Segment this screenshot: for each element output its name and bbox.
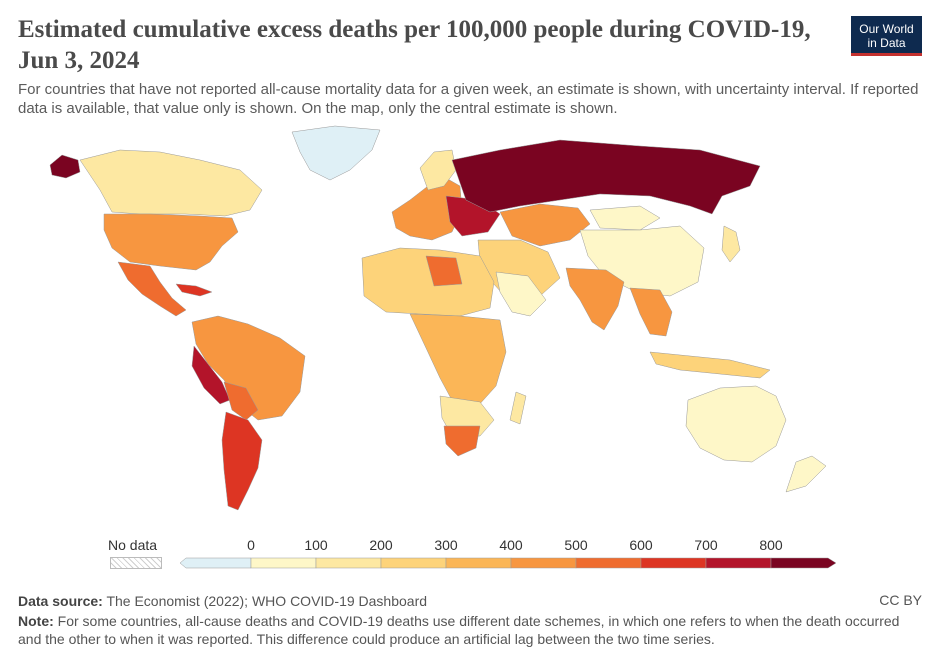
legend-tick-label: 700 [694, 537, 718, 553]
region-mongolia[interactable] [589, 205, 661, 231]
legend-segment-below-0[interactable] [180, 557, 252, 569]
region-russia[interactable] [451, 139, 761, 215]
region-central-asia[interactable] [499, 203, 591, 247]
region-madagascar[interactable] [509, 391, 527, 425]
owid-logo[interactable]: Our World in Data [851, 16, 922, 56]
region-indonesia[interactable] [649, 351, 771, 379]
region-arabia[interactable] [495, 271, 547, 317]
region-mexico[interactable] [117, 261, 187, 317]
note-text: For some countries, all-cause deaths and… [18, 613, 900, 647]
legend-tick-label: 600 [629, 537, 653, 553]
region-caribbean[interactable] [175, 283, 213, 297]
legend-segment-6[interactable] [575, 557, 642, 569]
chart-title: Estimated cumulative excess deaths per 1… [18, 16, 811, 74]
legend-no-data-swatch [110, 557, 162, 569]
region-bolivia[interactable] [223, 381, 259, 421]
legend-tick-label: 400 [499, 537, 523, 553]
legend-tick-label: 100 [304, 537, 328, 553]
region-south-africa[interactable] [443, 425, 481, 457]
region-india[interactable] [565, 267, 625, 331]
region-new-zealand[interactable] [785, 455, 827, 493]
legend-segment-1[interactable] [250, 557, 317, 569]
footer-note: Note: For some countries, all-cause deat… [18, 612, 923, 648]
license-label[interactable]: CC BY [879, 592, 922, 608]
region-alaska[interactable] [49, 154, 81, 179]
legend-segment-7[interactable] [640, 557, 707, 569]
legend-segment-2[interactable] [315, 557, 382, 569]
legend-segment-5[interactable] [510, 557, 577, 569]
legend-tick-label: 500 [564, 537, 588, 553]
region-southeast-asia[interactable] [629, 287, 673, 337]
legend-segment-9[interactable] [770, 557, 837, 569]
source-text: The Economist (2022); WHO COVID-19 Dashb… [106, 593, 428, 609]
region-greenland[interactable] [291, 125, 381, 181]
region-japan[interactable] [721, 225, 741, 263]
region-north-africa[interactable] [361, 247, 495, 317]
region-peru[interactable] [191, 345, 231, 405]
region-australia[interactable] [685, 385, 787, 463]
region-usa[interactable] [103, 213, 239, 271]
legend-tick-label: 800 [759, 537, 783, 553]
legend-no-data-label: No data [108, 537, 158, 553]
legend-segment-4[interactable] [445, 557, 512, 569]
legend-segment-8[interactable] [705, 557, 772, 569]
source-label: Data source: [18, 593, 103, 609]
logo-line-1: Our World [859, 22, 914, 36]
world-map [49, 125, 827, 511]
legend-tick-label: 0 [247, 537, 255, 553]
legend-segment-3[interactable] [380, 557, 447, 569]
chart-subtitle: For countries that have not reported all… [18, 81, 919, 117]
footer-source: Data source: The Economist (2022); WHO C… [18, 592, 427, 610]
region-libya[interactable] [425, 255, 463, 287]
logo-line-2: in Data [867, 36, 906, 50]
legend-color-bar [180, 557, 837, 569]
legend-tick-label: 300 [434, 537, 458, 553]
legend-tick-label: 200 [369, 537, 393, 553]
note-label: Note: [18, 613, 54, 629]
region-canada[interactable] [79, 149, 263, 217]
region-argentina[interactable] [221, 411, 263, 511]
region-central-africa[interactable] [409, 313, 507, 407]
